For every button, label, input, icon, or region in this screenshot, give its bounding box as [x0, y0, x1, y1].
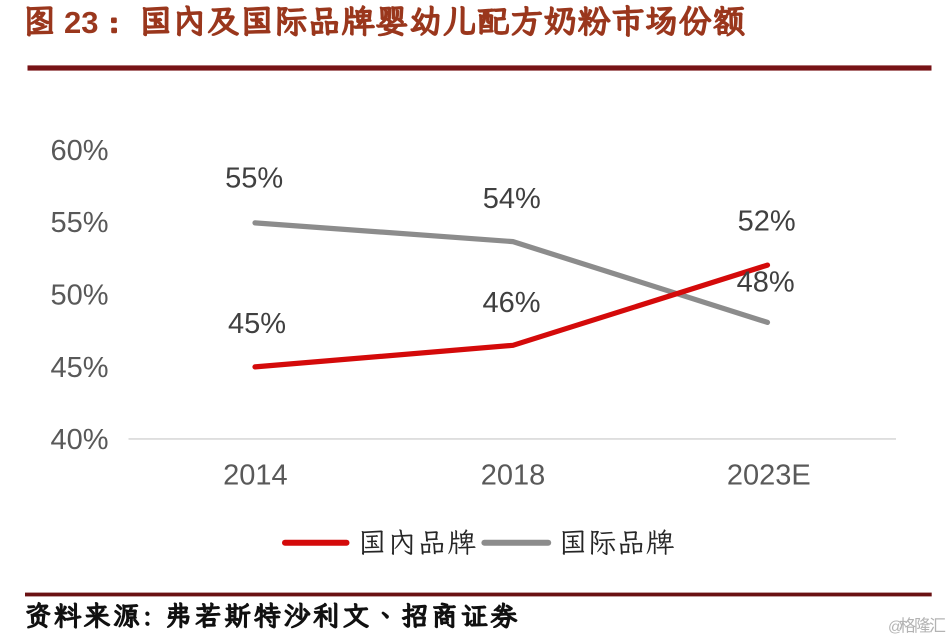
svg-text:60%: 60% — [50, 135, 108, 167]
svg-text:45%: 45% — [50, 352, 108, 384]
svg-text:2014: 2014 — [223, 459, 288, 491]
svg-text:52%: 52% — [738, 205, 796, 237]
svg-text:55%: 55% — [225, 163, 283, 195]
svg-text:54%: 54% — [483, 183, 541, 215]
svg-text:48%: 48% — [737, 266, 795, 298]
svg-text:45%: 45% — [228, 308, 286, 340]
svg-text:@: @ — [888, 619, 903, 636]
svg-text:40%: 40% — [50, 424, 108, 456]
svg-text:2023E: 2023E — [727, 459, 811, 491]
svg-text:46%: 46% — [482, 287, 540, 319]
svg-text:50%: 50% — [50, 280, 108, 312]
svg-text:55%: 55% — [50, 207, 108, 239]
svg-text:23: 23 — [64, 5, 98, 40]
svg-text:2018: 2018 — [481, 459, 546, 491]
